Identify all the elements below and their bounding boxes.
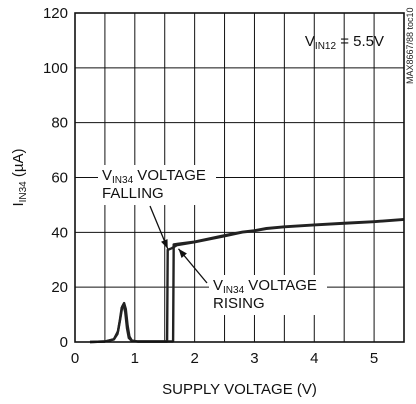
y-tick-label: 0 [60,334,68,351]
y-axis-label-main: I [10,202,27,206]
annotation-rising-arrowhead [178,248,187,258]
annotation-falling-line2: FALLING [102,185,164,202]
figure-id: MAX8667/88 toc10 [405,7,415,84]
annotation-rising-line1: VIN34 VOLTAGE [213,277,317,296]
tick-labels: 0 1 2 3 4 5 0 20 40 60 80 100 120 [43,5,378,367]
annotation-falling-arrowhead [161,239,168,249]
y-tick-label: 80 [51,115,68,132]
y-tick-label: 20 [51,279,68,296]
annotation-rising-background [209,275,327,315]
y-tick-label: 40 [51,224,68,241]
y-tick-label: 60 [51,170,68,187]
annotation-falling-main: V [102,167,112,184]
annotation-rising-line2: RISING [213,295,265,312]
x-tick-label: 0 [71,350,79,367]
annotation-falling-background [98,165,216,205]
annotation-falling: VIN34 VOLTAGE FALLING [98,165,216,250]
x-tick-label: 2 [190,350,198,367]
x-tick-label: 5 [370,350,378,367]
annotation-rising-sub: IN34 [223,285,245,296]
annotation-falling-sub: IN34 [112,175,134,186]
x-tick-label: 4 [310,350,318,367]
annotation-falling-tail: VOLTAGE [133,167,206,184]
y-axis-label: IIN34 (µA) [10,148,29,206]
y-axis-label-sub: IN34 [18,181,29,203]
x-tick-label: 3 [250,350,258,367]
y-tick-label: 100 [43,60,68,77]
annotation-rising: VIN34 VOLTAGE RISING [177,248,327,315]
condition-sub: IN12 [315,41,337,52]
condition-tail: = 5.5V [336,33,384,50]
annotation-rising-tail: VOLTAGE [244,277,317,294]
y-axis-label-tail: (µA) [10,148,27,181]
plot-frame [74,12,405,343]
annotation-rising-main: V [213,277,223,294]
condition-label: VIN12 = 5.5V [305,33,384,52]
annotation-falling-line1: VIN34 VOLTAGE [102,167,206,186]
x-tick-label: 1 [131,350,139,367]
condition-main: V [305,33,315,50]
x-axis-label: SUPPLY VOLTAGE (V) [162,381,317,398]
y-tick-label: 120 [43,5,68,22]
